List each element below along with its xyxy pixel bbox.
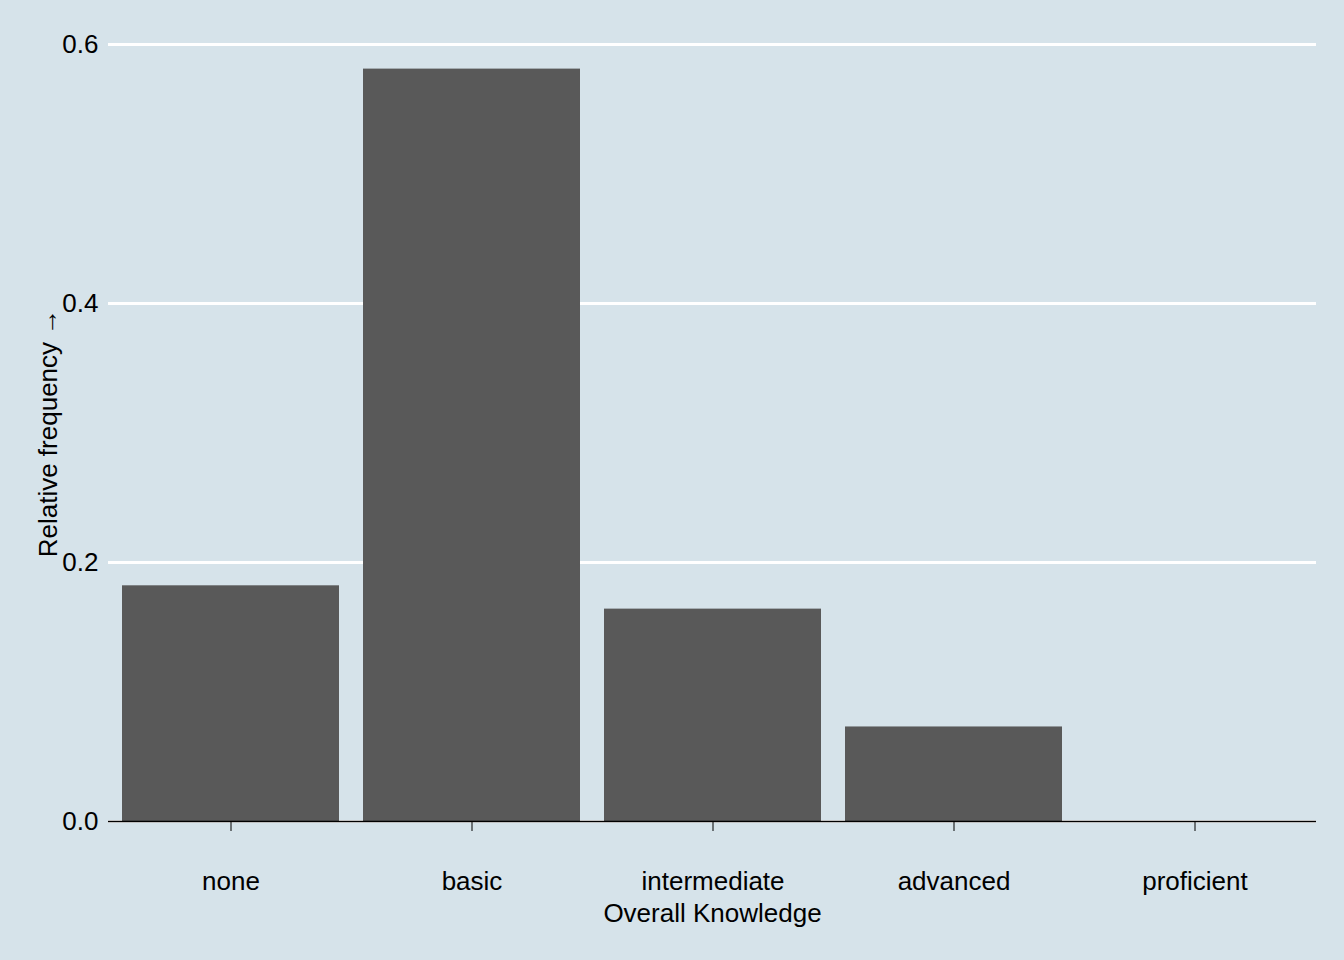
svg-text:advanced: advanced	[898, 866, 1011, 896]
svg-text:Relative frequency →: Relative frequency →	[33, 309, 63, 558]
svg-text:proficient: proficient	[1142, 866, 1248, 896]
svg-text:0.0: 0.0	[62, 806, 98, 836]
svg-text:none: none	[202, 866, 260, 896]
svg-text:Overall Knowledge: Overall Knowledge	[603, 898, 821, 928]
svg-text:intermediate: intermediate	[641, 866, 784, 896]
svg-text:0.4: 0.4	[62, 288, 98, 318]
svg-text:0.6: 0.6	[62, 29, 98, 59]
svg-text:0.2: 0.2	[62, 547, 98, 577]
svg-text:basic: basic	[442, 866, 503, 896]
